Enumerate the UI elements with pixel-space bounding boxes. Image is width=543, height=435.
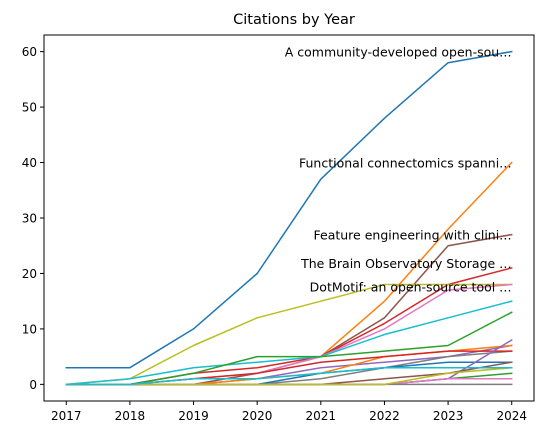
series-line-6 xyxy=(65,283,513,386)
y-tick-label: 10 xyxy=(22,322,37,336)
x-axis: 2017 2018 2019 2020 2021 2022 2023 2024 xyxy=(51,401,527,423)
series-line-2 xyxy=(319,161,513,358)
x-tick-label: 2019 xyxy=(178,409,209,423)
series-line-7 xyxy=(65,300,513,386)
series-end-label-1: A community-developed open-sou… xyxy=(285,45,512,60)
series-line-8 xyxy=(65,311,513,386)
series-lines xyxy=(65,50,513,386)
x-tick-label: 2018 xyxy=(115,409,146,423)
series-end-labels: A community-developed open-sou… Functiona… xyxy=(285,45,512,295)
x-tick-label: 2021 xyxy=(306,409,337,423)
x-tick-label: 2020 xyxy=(242,409,273,423)
y-tick-label: 60 xyxy=(22,45,37,59)
x-tick-label: 2022 xyxy=(369,409,400,423)
y-tick-label: 20 xyxy=(22,267,37,281)
y-tick-label: 50 xyxy=(22,101,37,115)
plot-frame xyxy=(43,34,535,402)
chart-title: Citations by Year xyxy=(233,12,355,28)
series-line-19 xyxy=(65,366,513,386)
y-tick-label: 0 xyxy=(29,378,37,392)
series-end-label-5: DotMotif: an open-source tool … xyxy=(310,280,512,295)
series-end-label-2: Functional connectomics spanni… xyxy=(299,156,512,171)
y-tick-label: 30 xyxy=(22,212,37,226)
series-end-label-3: Feature engineering with clini… xyxy=(314,228,512,243)
series-line-1 xyxy=(65,50,513,369)
y-axis: 0 10 20 30 40 50 60 xyxy=(22,45,44,392)
series-line-5 xyxy=(65,283,513,386)
x-tick-label: 2017 xyxy=(51,409,82,423)
series-line-20 xyxy=(65,366,513,386)
x-tick-label: 2023 xyxy=(433,409,464,423)
y-tick-label: 40 xyxy=(22,156,37,170)
x-tick-label: 2024 xyxy=(496,409,527,423)
series-end-label-4: The Brain Observatory Storage … xyxy=(300,256,512,271)
